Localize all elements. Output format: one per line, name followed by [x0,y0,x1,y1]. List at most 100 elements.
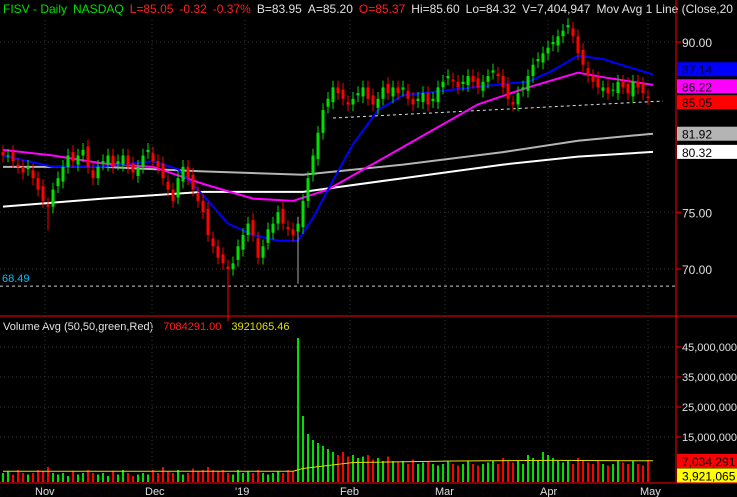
volume-bar [132,476,134,482]
volume-bar [127,473,129,482]
candle-body [36,178,40,190]
volume-bar [282,473,284,482]
candle-body [156,161,160,167]
volume-bar [312,440,314,482]
candle-body [411,98,415,105]
price-tick-label: 70.00 [682,263,712,277]
candle-body [491,70,495,73]
candle-body [486,76,490,82]
volume-bar [237,470,239,482]
candle-body [171,189,175,201]
candle-body [381,87,385,99]
volume-bar [542,452,544,482]
volume-bar [532,458,534,482]
candle-body [441,81,445,88]
volume-bar [112,471,114,482]
ma20-label: 87.14 [682,63,712,77]
candle-body [286,227,290,230]
candle-body [636,81,640,88]
volume-avg-value: 3921065.46 [231,321,290,333]
quote-header: FISV - Daily NASDAQ L=85.05 -0.32 -0.37% B=83… [3,2,737,16]
volume-bar [287,470,289,482]
candle-body [416,98,420,102]
volume-bar [577,458,579,482]
moving-average-line [3,132,654,176]
candle-body [146,149,150,153]
volume-bar [442,464,444,482]
candle-body [131,163,135,173]
volume-bar [32,473,34,482]
support-label: 68.49 [2,273,30,285]
volume-bar [377,458,379,482]
candle-body [456,81,460,88]
volume-bar [192,468,194,482]
candle-body [196,192,200,201]
candle-body [251,220,255,235]
volume-bar [512,462,514,482]
volume-bar [367,455,369,482]
candle-body [6,155,10,157]
candle-body [316,132,320,159]
candle-body [106,155,110,165]
volume-bar [297,338,299,482]
volume-bar [452,464,454,482]
volume-bar [167,471,169,482]
volume-bar [492,461,494,482]
candle-body [376,98,380,108]
volume-bar [622,462,624,482]
volume-bar [57,474,59,482]
volume-bar [447,461,449,482]
change: -0.32 [179,2,207,16]
volume-bar [77,474,79,482]
candle-body [186,166,190,179]
volume-bar [197,471,199,482]
volume-bar [372,459,374,482]
candle-body [511,102,515,105]
volume-bar [427,461,429,482]
volume-bar [37,470,39,482]
volume-bar [182,474,184,482]
date-label: May [640,486,661,497]
volume-bar [362,456,364,482]
candle-body [261,246,265,258]
candle-body [281,208,285,224]
volume-avg-label: 3,921,065 [682,469,736,483]
volume-bar [12,474,14,482]
price-tick-label: 75.00 [682,206,712,220]
candle-body [41,186,45,201]
volume-bar [267,474,269,482]
ma50-label-bg [677,79,737,94]
low: Lo=84.32 [465,2,517,16]
volume-bar [547,455,549,482]
candle-body [11,152,15,162]
candle-body [326,98,330,107]
volume-bar [292,471,294,482]
candle-body [321,110,325,133]
candle-body [526,76,530,91]
bid: B=83.95 [256,2,302,16]
date-label: Dec [145,486,165,497]
volume-tick-label: 15,000,000 [682,432,737,444]
volume-bar [392,461,394,482]
candle-body [126,155,130,167]
volume-bar [222,470,224,482]
candle-body [226,266,230,269]
volume-bar [27,474,29,482]
volume-bar [597,461,599,482]
candle-body [576,36,580,54]
trend-line [332,100,664,119]
candle-body [391,87,395,97]
candle-body [1,152,5,156]
candle-body [86,146,90,167]
candle-body [56,178,60,187]
candle-body [256,238,260,258]
candle-body [496,73,500,77]
volume: V=7,404,947 [522,2,591,16]
volume-tick-label: 45,000,000 [682,342,737,354]
volume-bar [402,461,404,482]
candle-body [426,93,430,105]
candle-body [476,78,480,88]
candle-body [166,181,170,190]
volume-bar [212,470,214,482]
